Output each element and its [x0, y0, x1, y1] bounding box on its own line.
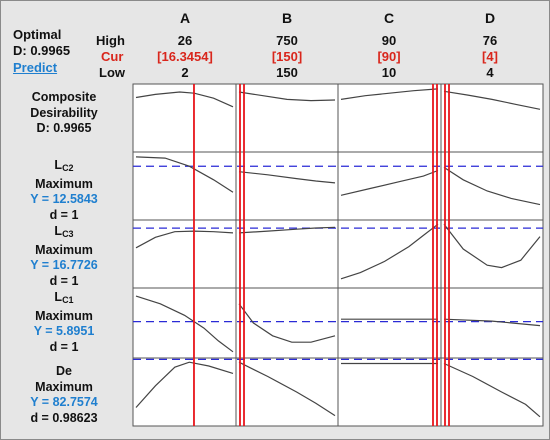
row-goal: D: 0.9965 — [36, 121, 92, 135]
trace-r2-c0 — [135, 230, 234, 249]
row-y-value: Y = 82.7574 — [30, 395, 98, 409]
row-d-value: d = 1 — [49, 273, 79, 288]
row-goal: Maximum — [35, 379, 93, 394]
trace-r2-c2 — [340, 223, 439, 280]
trace-r4-c0 — [135, 361, 234, 408]
factor-a-low: 2 — [181, 65, 189, 80]
row-y-value: Y = 5.8951 — [33, 324, 95, 338]
row-goal: Maximum — [35, 242, 93, 257]
trace-r1-c1 — [238, 171, 336, 184]
row-label-lc3: LC3 Maximum Y = 16.7726 d = 1 — [2, 224, 126, 289]
trace-r1-c3 — [443, 166, 541, 206]
trace-r0-c1 — [238, 91, 336, 102]
high-label: High — [96, 33, 125, 48]
factor-c-cur[interactable]: [90] — [377, 49, 401, 64]
row-y-value: Y = 12.5843 — [30, 192, 98, 206]
trace-r3-c1 — [238, 303, 336, 343]
factor-a-cur[interactable]: [16.3454] — [157, 49, 213, 64]
predict-link[interactable]: Predict — [13, 60, 58, 75]
panel-r4-c3 — [440, 357, 544, 427]
trace-r1-c2 — [340, 169, 439, 196]
d-value-label: D: 0.9965 — [13, 43, 71, 58]
factor-c-high: 90 — [381, 33, 397, 48]
row-d-value: d = 0.98623 — [30, 410, 98, 425]
row-label-de: De Maximum Y = 82.7574 d = 0.98623 — [2, 364, 126, 426]
row-title-2: Desirability — [30, 105, 98, 120]
trace-r0-c0 — [135, 91, 234, 108]
trace-r0-c2 — [340, 88, 439, 100]
row-title: LC1 — [54, 290, 74, 305]
row-goal: Maximum — [35, 308, 93, 323]
factor-c-low: 10 — [381, 65, 397, 80]
trace-r2-c3 — [443, 223, 541, 269]
low-label: Low — [99, 65, 125, 80]
trace-r4-c1 — [238, 361, 336, 417]
row-title: Composite — [31, 90, 97, 104]
row-title: LC2 — [54, 158, 74, 173]
factor-d-name: D — [484, 10, 496, 26]
trace-r3-c3 — [443, 318, 541, 327]
factor-b-name: B — [281, 10, 293, 26]
row-d-value: d = 1 — [49, 339, 79, 354]
trace-r4-c3 — [443, 362, 541, 418]
factor-d-high: 76 — [482, 33, 498, 48]
trace-r1-c0 — [135, 156, 234, 193]
row-label-lc2: LC2 Maximum Y = 12.5843 d = 1 — [2, 158, 126, 223]
factor-b-low: 150 — [276, 65, 298, 80]
factor-c-name: C — [383, 10, 395, 26]
factor-d-low: 4 — [486, 65, 494, 80]
row-label-lc1: LC1 Maximum Y = 5.8951 d = 1 — [2, 290, 126, 355]
row-y-value: Y = 16.7726 — [30, 258, 98, 272]
factor-a-name: A — [179, 10, 191, 26]
row-title: De — [56, 364, 72, 378]
trace-r0-c3 — [443, 90, 541, 110]
cur-label: Cur — [101, 49, 124, 64]
optimal-label: Optimal — [13, 27, 62, 42]
factor-b-cur[interactable]: [150] — [271, 49, 303, 64]
factor-a-high: 26 — [177, 33, 193, 48]
row-title: LC3 — [54, 224, 74, 239]
row-goal: Maximum — [35, 176, 93, 191]
row-d-value: d = 1 — [49, 207, 79, 222]
factor-b-high: 750 — [276, 33, 298, 48]
trace-r2-c1 — [238, 226, 336, 234]
factor-d-cur[interactable]: [4] — [482, 49, 498, 64]
row-label-composite: Composite Desirability D: 0.9965 — [2, 90, 126, 137]
